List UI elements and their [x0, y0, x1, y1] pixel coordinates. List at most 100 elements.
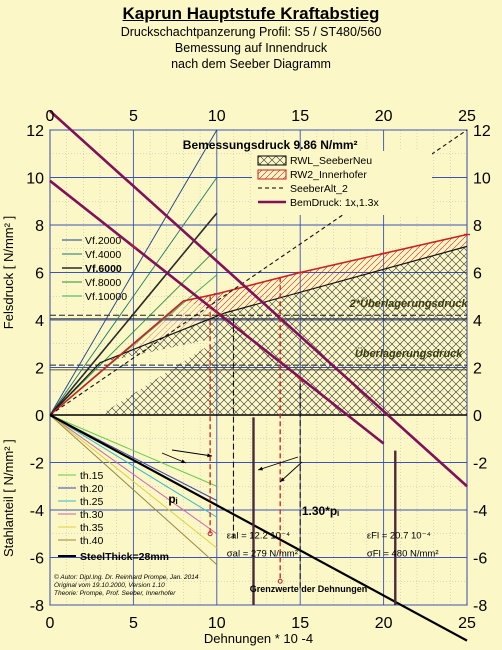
- label-eps-al: εal = 12.2 10⁻⁴: [227, 531, 290, 542]
- y-tick-right: -4: [473, 503, 487, 520]
- y-tick-left: -8: [30, 598, 44, 615]
- arrow-pi13-1: [257, 456, 299, 471]
- pi-marker: [207, 531, 213, 537]
- y-axis-label-lower: Stahlanteil [ N/mm² ]: [1, 439, 16, 557]
- bemdruck-marker: [129, 242, 137, 250]
- x-tick-bottom: 10: [208, 615, 226, 632]
- label-pi13: 1.30*pᵢ: [302, 504, 339, 518]
- subtitle-profile: Druckschachtpanzerung Profil: S5 / ST480…: [120, 25, 382, 39]
- x-tick-bottom: 25: [458, 615, 476, 632]
- legend-vf-label-4: Vf.10000: [85, 291, 127, 303]
- x-tick-top: 0: [46, 108, 55, 125]
- y-tick-left: -2: [30, 456, 44, 473]
- legend-vf-label-0: Vf.2000: [85, 235, 121, 247]
- x-tick-bottom: 5: [129, 615, 138, 632]
- y-tick-left: -6: [30, 551, 44, 568]
- y-axis-label-upper: Felsdruck [ N/mm² ]: [1, 216, 16, 329]
- y-tick-left: 8: [35, 218, 44, 235]
- y-tick-left: 4: [35, 313, 44, 330]
- y-tick-right: -8: [473, 598, 487, 615]
- legend-label-0: RWL_SeeberNeu: [290, 155, 372, 167]
- y-tick-left: -4: [30, 503, 44, 520]
- label-ueberlagerung2: 2*Überlagerungsdruck: [349, 297, 469, 310]
- label-sig-al: σal = 279 N/mm²: [227, 548, 298, 559]
- hatch-region-seeber: [100, 246, 467, 415]
- th-line-3: [49, 414, 218, 518]
- y-tick-right: 12: [473, 123, 491, 140]
- vf-line-4: [49, 248, 218, 416]
- legend-label-1: RW2_Innerhofer: [290, 169, 367, 181]
- y-tick-right: 8: [473, 218, 482, 235]
- legend-vf-label-1: Vf.4000: [85, 249, 121, 261]
- vf-line-1: [49, 129, 218, 416]
- author-line-3: Theorie: Prompe, Prof. Seeber, Innerhofe…: [54, 590, 176, 597]
- hatch-region-left: [100, 301, 226, 363]
- x-axis-label: Dehnungen * 10 -4: [204, 631, 313, 646]
- y-tick-right: 2: [473, 361, 482, 378]
- vf-line-3: [49, 212, 218, 416]
- y-tick-right: 10: [473, 171, 491, 188]
- th-line-4: [49, 414, 218, 535]
- legend-th-label-3: th.30: [80, 509, 104, 521]
- arrow-pi-2-head: [181, 459, 186, 464]
- subtitle-method: nach dem Seeber Diagramm: [171, 57, 331, 71]
- legend-th-label-5: th.40: [80, 535, 104, 547]
- x-tick-top: 20: [375, 108, 393, 125]
- y-tick-right: -2: [473, 456, 487, 473]
- y-tick-left: 6: [35, 266, 44, 283]
- label-ueberlagerung: Überlagerungsdruck: [355, 347, 463, 360]
- hatch-region-lower: [100, 329, 351, 415]
- vf-line-2: [49, 177, 218, 416]
- subtitle-bemessung: Bemessung auf Innendruck: [174, 41, 328, 55]
- y-tick-left: 2: [35, 361, 44, 378]
- legend-swatch-1: [257, 169, 287, 180]
- label-pi: pᵢ: [168, 492, 177, 506]
- legend-th-label-6: SteelThick=28mm: [80, 551, 169, 563]
- author-line-1: © Autor: Dipl.Ing. Dr. Reinhard Prompe, …: [54, 573, 199, 581]
- x-tick-bottom: 20: [375, 615, 393, 632]
- arrow-pi-1: [171, 449, 213, 457]
- legend-th-label-1: th.20: [80, 483, 104, 495]
- series-bemdruck-1-3x: [49, 110, 468, 488]
- legend-th-label-0: th.15: [80, 470, 104, 482]
- bemessungsdruck-title: Bemessungsdruck 9.86 N/mm²: [183, 138, 358, 152]
- legend-vf-label-3: Vf.8000: [85, 277, 121, 289]
- label-grenzwerte: Grenzwerte der Dehnungen: [250, 584, 368, 594]
- pi13-marker: [277, 578, 283, 584]
- author-line-2: Original vom 19.10.2000, Version 1.10: [54, 582, 165, 589]
- legend-label-2: SeeberAlt_2: [290, 183, 348, 195]
- y-tick-left: 0: [35, 408, 44, 425]
- x-tick-top: 15: [291, 108, 309, 125]
- x-tick-top: 5: [129, 108, 138, 125]
- bemdruck-marker: [213, 309, 221, 317]
- th-line-1: [49, 414, 217, 487]
- label-eps-fl: εFl = 20.7 10⁻⁴: [367, 531, 431, 542]
- y-tick-right: 4: [473, 313, 482, 330]
- x-tick-top: 25: [458, 108, 476, 125]
- legend-label-3: BemDruck: 1x,1.3x: [290, 197, 379, 209]
- y-tick-right: -6: [473, 551, 487, 568]
- arrow-pi13-1-head: [258, 466, 263, 471]
- y-tick-left: 10: [26, 171, 44, 188]
- legend-swatch-0: [257, 155, 287, 166]
- arrow-pi-1-head: [207, 453, 212, 458]
- y-tick-right: 0: [473, 408, 482, 425]
- header: Kaprun Hauptstufe Kraftabstieg Druckscha…: [0, 0, 502, 72]
- series-steelthick-28mm: [49, 414, 468, 642]
- arrow-pi13-2-head: [280, 477, 285, 482]
- y-tick-left: 12: [26, 123, 44, 140]
- legend-vf-label-2: Vf.6000: [85, 263, 122, 275]
- th-line-6: [49, 414, 218, 565]
- label-sig-fl: σFl = 480 N/mm²: [367, 548, 439, 559]
- y-tick-right: 6: [473, 266, 482, 283]
- legend-th-label-2: th.25: [80, 496, 104, 508]
- chart-title-main: Kaprun Hauptstufe Kraftabstieg: [122, 4, 380, 23]
- legend-th-label-4: th.35: [80, 522, 104, 534]
- x-tick-bottom: 15: [291, 615, 309, 632]
- x-tick-top: 10: [208, 108, 226, 125]
- arrow-pi13-2: [279, 461, 303, 483]
- bemdruck-marker: [296, 375, 304, 383]
- th-line-5: [49, 414, 218, 549]
